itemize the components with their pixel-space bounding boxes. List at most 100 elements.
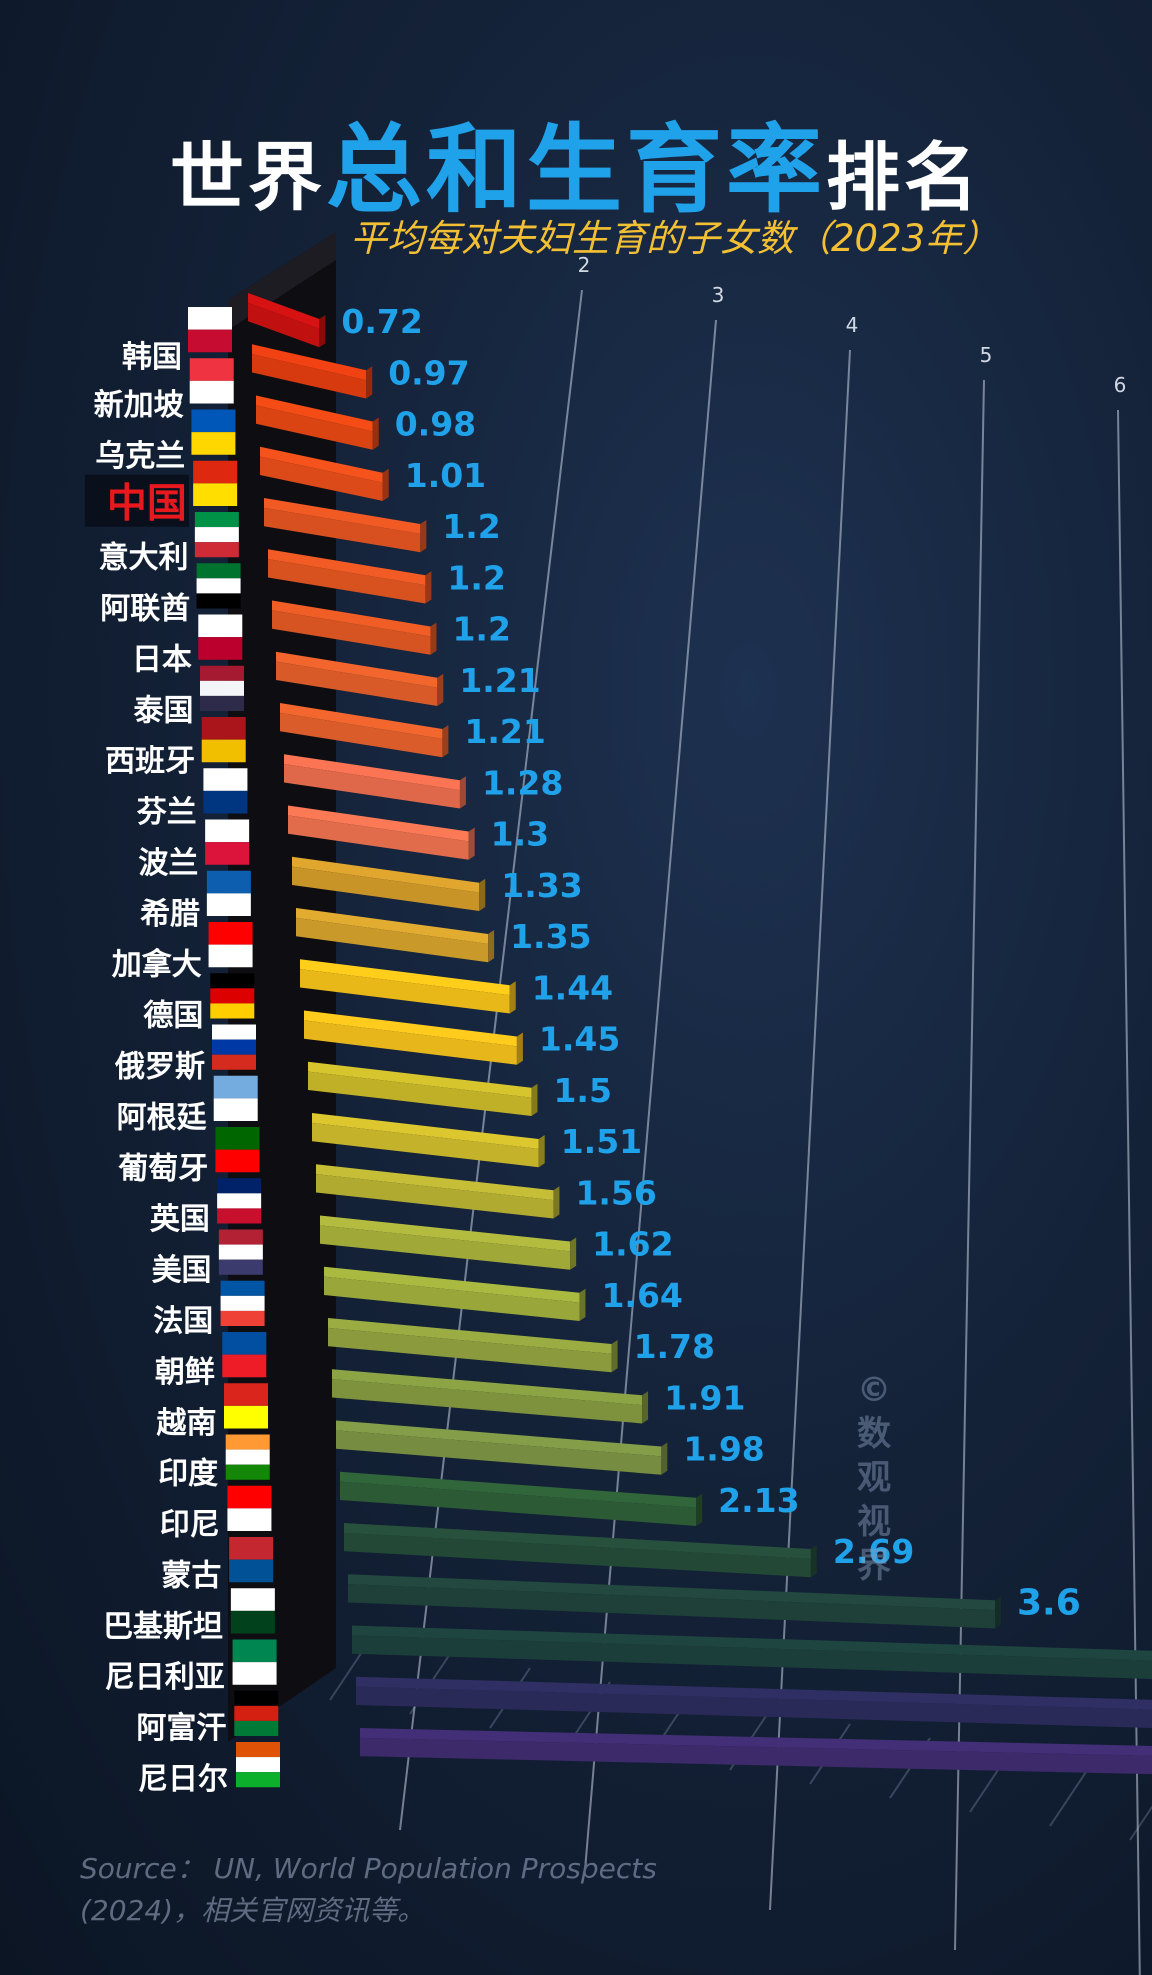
x-tick-label: 6 xyxy=(1114,373,1127,397)
flag-stripe xyxy=(206,893,251,916)
flag-24 xyxy=(229,1537,274,1583)
flag-stripe xyxy=(203,790,248,814)
category-label: 德国 xyxy=(143,999,203,1034)
category-label: 中国 xyxy=(107,480,187,527)
bar-front-face xyxy=(340,1481,697,1526)
category-label: 尼日利亚 xyxy=(105,1660,225,1695)
bar-top-face xyxy=(332,1369,643,1406)
source-line-1: Source： UN, World Population Prospects xyxy=(80,1852,657,1885)
flag-stripe xyxy=(194,542,239,558)
bar-end-face xyxy=(468,827,475,860)
bar-23 xyxy=(340,1471,703,1526)
flag-stripe xyxy=(227,1508,272,1531)
value-label: 1.98 xyxy=(683,1430,764,1469)
bar-top-face xyxy=(292,856,480,893)
bar-end-face xyxy=(696,1493,703,1526)
bar-6 xyxy=(272,600,437,655)
flag-stripe xyxy=(218,1229,263,1245)
value-label: 1.01 xyxy=(405,456,486,495)
value-label: 1.33 xyxy=(501,866,582,905)
bar-end-face xyxy=(553,1186,560,1219)
bar-top-face xyxy=(356,1676,1152,1710)
value-label: 2.13 xyxy=(718,1481,799,1520)
x-tick-label: 5 xyxy=(980,343,993,367)
flag-stripe xyxy=(230,1588,275,1611)
flag-stripe xyxy=(200,695,244,711)
value-label: 1.78 xyxy=(634,1327,715,1366)
flag-17 xyxy=(217,1178,262,1224)
category-label: 新加坡 xyxy=(94,388,184,423)
category-label: 蒙古 xyxy=(161,1558,221,1593)
flag-stripe xyxy=(208,944,253,968)
category-label: 法国 xyxy=(153,1304,213,1339)
value-label: 1.21 xyxy=(459,661,540,700)
flag-1 xyxy=(189,358,234,404)
flag-stripe xyxy=(194,527,239,543)
flag-4 xyxy=(194,512,239,558)
bar-front-face xyxy=(320,1225,571,1270)
value-label: 3.6 xyxy=(1017,1582,1081,1623)
x-tick-label: 4 xyxy=(846,313,859,337)
category-label: 芬兰 xyxy=(137,795,197,830)
bar-front-face xyxy=(352,1635,1152,1679)
category-label: 朝鲜 xyxy=(155,1355,215,1390)
category-label: 印尼 xyxy=(160,1508,220,1543)
bar-front-face xyxy=(264,507,421,553)
flag-stripe xyxy=(229,1559,274,1583)
source-note: Source： UN, World Population Prospects (… xyxy=(80,1848,657,1932)
flag-stripe xyxy=(205,842,250,865)
flag-stripe xyxy=(218,1244,263,1260)
flag-stripe xyxy=(217,1193,262,1209)
flag-26 xyxy=(232,1639,277,1685)
flag-13 xyxy=(210,973,255,1019)
category-label: 韩国 xyxy=(122,340,182,375)
category-label: 希腊 xyxy=(140,897,200,932)
flag-stripe xyxy=(224,1383,268,1406)
flag-28 xyxy=(236,1742,280,1788)
category-label: 西班牙 xyxy=(105,744,195,779)
bar-27 xyxy=(356,1676,1152,1728)
bar-top-face xyxy=(304,1010,517,1047)
flag-stripe xyxy=(222,1332,267,1355)
category-label: 泰国 xyxy=(134,693,194,728)
flag-stripe xyxy=(232,1662,277,1685)
bar-top-face xyxy=(360,1728,1152,1756)
x-tick-label: 2 xyxy=(578,253,591,277)
floor-grid-line xyxy=(1049,1765,1091,1827)
flag-23 xyxy=(227,1485,272,1531)
bar-top-face xyxy=(256,395,373,432)
flag-stripe xyxy=(230,1610,275,1634)
bar-end-face xyxy=(442,725,449,758)
flag-stripe xyxy=(236,1772,280,1788)
value-label: 1.62 xyxy=(592,1225,673,1264)
bar-22 xyxy=(336,1420,668,1475)
flag-stripe xyxy=(200,680,244,696)
category-label: 印度 xyxy=(158,1457,218,1492)
bar-top-face xyxy=(324,1266,580,1303)
flag-stripe xyxy=(210,1003,255,1019)
flag-5 xyxy=(196,563,241,609)
category-label: 俄罗斯 xyxy=(114,1050,205,1085)
bar-7 xyxy=(276,651,444,706)
bar-end-face xyxy=(579,1288,586,1321)
value-label: 1.3 xyxy=(491,815,549,854)
bar-top-face xyxy=(348,1574,995,1611)
bar-18 xyxy=(320,1215,577,1270)
flag-stripe xyxy=(200,665,244,681)
title: 世界总和生育率排名 xyxy=(0,92,1152,231)
bar-top-face xyxy=(308,1061,532,1098)
bar-top-face xyxy=(264,498,421,534)
bar-19 xyxy=(324,1266,586,1321)
flag-stripe xyxy=(220,1295,265,1311)
flag-stripe xyxy=(210,988,255,1004)
bar-front-face xyxy=(300,969,510,1014)
bar-end-face xyxy=(430,622,437,655)
bar-end-face xyxy=(509,981,516,1014)
bar-5 xyxy=(268,549,432,604)
bar-front-face xyxy=(328,1327,612,1373)
bar-front-face xyxy=(316,1174,554,1219)
flag-21 xyxy=(224,1383,268,1429)
flag-stripe xyxy=(224,1405,268,1429)
flag-stripe xyxy=(196,563,241,579)
